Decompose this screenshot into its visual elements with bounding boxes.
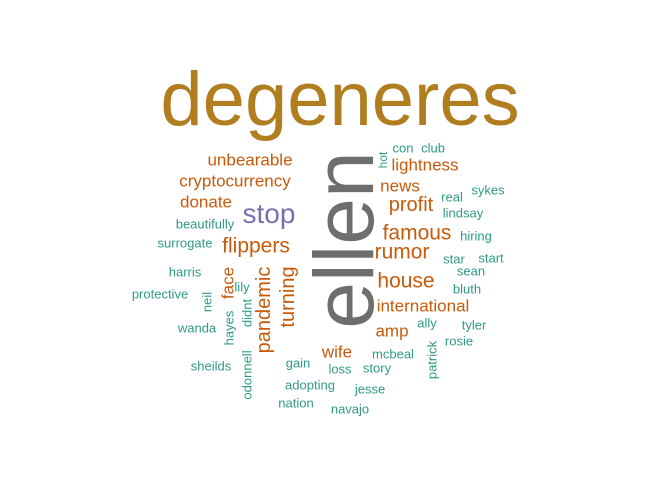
word-gain: gain (285, 355, 311, 371)
word-surrogate: surrogate (157, 235, 213, 251)
word-hayes: hayes (221, 310, 237, 346)
word-famous: famous (382, 221, 452, 245)
word-flippers: flippers (222, 234, 290, 258)
word-star: star (443, 251, 465, 267)
word-lily: lily (234, 279, 250, 295)
word-hot: hot (376, 151, 390, 169)
word-wife: wife (321, 342, 353, 362)
word-harris: harris (168, 264, 202, 280)
word-ellen: ellen (297, 151, 391, 329)
word-stop: stop (242, 198, 296, 229)
word-loss: loss (328, 361, 352, 377)
word-beautifully: beautifully (175, 216, 235, 232)
word-odonnell: odonnell (239, 350, 255, 400)
word-house: house (377, 269, 435, 293)
word-didnt: didnt (239, 298, 255, 328)
word-unbearable: unbearable (207, 150, 293, 170)
word-wanda: wanda (177, 320, 217, 336)
word-sykes: sykes (471, 182, 505, 198)
word-rumor: rumor (374, 240, 430, 264)
word-patrick: patrick (424, 340, 440, 380)
word-turning: turning (277, 266, 299, 328)
word-sheilds: sheilds (190, 358, 232, 374)
word-bluth: bluth (452, 281, 482, 297)
word-profit: profit (388, 194, 434, 216)
word-jesse: jesse (354, 381, 386, 397)
word-cryptocurrency: cryptocurrency (179, 171, 291, 191)
word-adopting: adopting (285, 377, 335, 393)
word-tyler: tyler (461, 317, 487, 333)
word-start: start (478, 250, 504, 266)
word-rosie: rosie (444, 333, 474, 349)
word-neil: neil (199, 291, 215, 313)
word-club: club (421, 140, 445, 156)
word-news: news (380, 176, 420, 196)
word-amp: amp (375, 321, 409, 341)
word-degeneres: degeneres (160, 57, 520, 142)
word-story: story (362, 360, 392, 376)
word-nation: nation (278, 395, 314, 411)
word-lindsay: lindsay (442, 205, 484, 221)
word-hiring: hiring (460, 228, 492, 244)
word-donate: donate (180, 192, 232, 212)
word-navajo: navajo (330, 401, 370, 417)
word-protective: protective (131, 286, 189, 302)
word-mcbeal: mcbeal (372, 346, 414, 362)
word-international: international (376, 296, 470, 316)
word-sean: sean (456, 263, 486, 279)
word-ally: ally (417, 315, 437, 331)
word-con: con (392, 140, 414, 156)
word-lightness: lightness (391, 155, 459, 175)
word-pandemic: pandemic (253, 266, 275, 354)
word-real: real (441, 189, 463, 205)
